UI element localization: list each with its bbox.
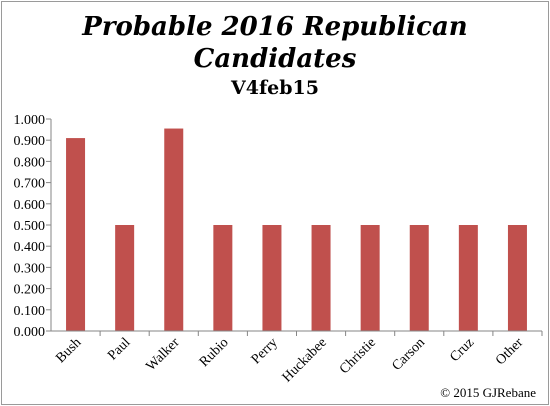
bar-perry	[262, 225, 282, 331]
bar-bush	[66, 138, 86, 331]
bar-walker	[164, 128, 184, 331]
y-tick-label: 0.900	[14, 134, 46, 149]
bar-paul	[115, 225, 135, 331]
bar-huckabee	[311, 225, 331, 331]
x-category-label: Cruz	[447, 335, 477, 365]
x-category-label: Paul	[105, 335, 133, 363]
chart-subtitle: V4feb15	[231, 77, 319, 99]
y-tick-label: 0.100	[14, 304, 46, 319]
x-category-label: Perry	[249, 335, 281, 367]
x-category-label: Bush	[53, 335, 84, 366]
bar-carson	[409, 225, 429, 331]
y-tick-label: 0.600	[14, 198, 46, 213]
y-tick-label: 0.300	[14, 261, 46, 276]
x-category-label: Huckabee	[280, 335, 330, 385]
bar-other	[507, 225, 527, 331]
y-tick-label: 0.000	[14, 325, 46, 340]
y-tick-label: 0.800	[14, 155, 46, 170]
x-category-label: Christie	[337, 335, 379, 377]
y-tick-label: 0.700	[14, 177, 46, 192]
copyright-text: © 2015 GJRebane	[440, 385, 536, 400]
chart-title-line2: Candidates	[193, 44, 357, 74]
x-category-label: Rubio	[197, 335, 232, 370]
x-category-label: Carson	[389, 335, 428, 374]
bar-cruz	[458, 225, 478, 331]
y-tick-label: 0.400	[14, 240, 46, 255]
y-tick-label: 1.000	[14, 113, 46, 128]
x-category-label: Other	[493, 335, 526, 368]
x-category-label: Walker	[144, 335, 183, 374]
y-tick-label: 0.500	[14, 219, 46, 234]
chart-title-line1: Probable 2016 Republican	[82, 12, 468, 42]
bar-rubio	[213, 225, 233, 331]
y-tick-label: 0.200	[14, 283, 46, 298]
bar-christie	[360, 225, 380, 331]
